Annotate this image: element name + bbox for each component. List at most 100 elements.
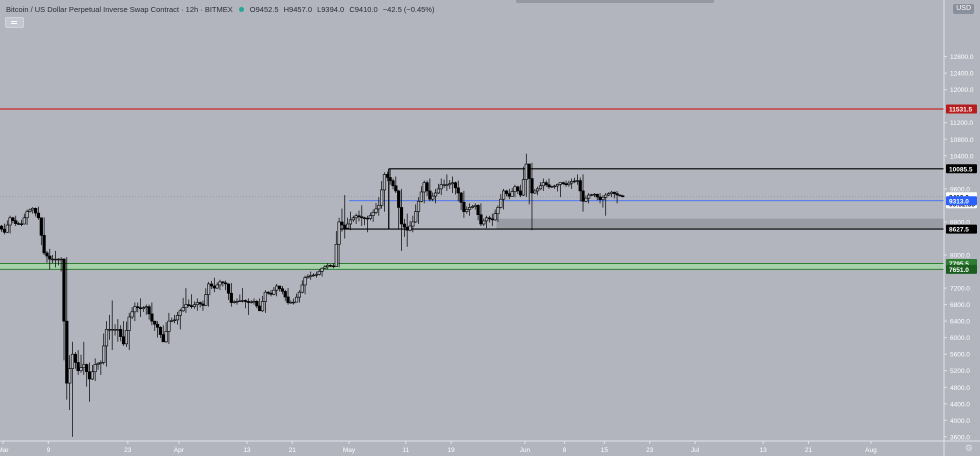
candle-body <box>201 303 205 306</box>
candle-body <box>399 207 404 225</box>
y-tick-label: 5200.0 <box>950 368 970 375</box>
candle-body <box>442 184 446 186</box>
candle-body <box>192 304 197 307</box>
candle-body <box>382 174 387 191</box>
candle-body <box>65 320 69 384</box>
candle-body <box>87 371 92 380</box>
candle-body <box>428 190 432 200</box>
candle-body <box>263 291 267 302</box>
x-tick-label: 21 <box>805 447 813 454</box>
candle-body <box>504 190 509 194</box>
symbol-title[interactable]: Bitcoin / US Dollar Perpetual Inverse Sw… <box>6 5 233 14</box>
candle-body <box>277 285 282 289</box>
candle-body <box>53 258 58 261</box>
candle-body <box>331 265 336 268</box>
candle-body <box>8 217 12 226</box>
market-status-icon <box>238 7 244 12</box>
candle-body <box>595 193 599 198</box>
candle-body <box>161 334 165 343</box>
candle-body <box>164 331 168 343</box>
candle-body <box>246 301 250 303</box>
candle-body <box>402 223 406 228</box>
candle-body <box>187 304 191 306</box>
candle-body <box>391 180 395 187</box>
y-tick-label: 12400.0 <box>950 71 974 78</box>
candle-body <box>229 292 233 303</box>
candle-body <box>34 207 38 214</box>
candle-body <box>124 330 129 345</box>
candle-body <box>286 296 290 303</box>
high-value: H9457.0 <box>283 5 312 14</box>
currency-button[interactable]: USD <box>953 4 974 14</box>
candle-body <box>11 217 15 221</box>
candle-body <box>99 362 103 364</box>
gear-icon[interactable]: ⚙ <box>964 443 973 453</box>
candle-body <box>28 209 32 212</box>
candle-body <box>360 216 364 219</box>
candle-body <box>601 197 605 200</box>
candle-body <box>269 292 273 295</box>
candle-body <box>490 218 494 221</box>
x-tick-label: Jul <box>691 447 700 454</box>
candle-body <box>348 219 353 225</box>
candle-body <box>340 221 344 226</box>
candle-body <box>255 300 259 307</box>
candle-body <box>238 300 242 302</box>
candle-body <box>309 275 313 277</box>
candle-body <box>275 285 279 291</box>
candle-body <box>385 174 389 178</box>
candle-body <box>113 329 117 331</box>
candle-body <box>314 274 319 276</box>
candle-body <box>388 177 392 181</box>
x-tick-label: Jun <box>520 447 531 454</box>
candle-body <box>453 182 458 189</box>
candle-body <box>377 205 381 210</box>
candle-body <box>82 364 86 368</box>
y-tick-label: 4000.0 <box>950 418 970 425</box>
candle-body <box>555 184 560 187</box>
candle-body <box>224 282 228 285</box>
candle-body <box>243 300 248 302</box>
candle-body <box>445 184 449 186</box>
candle-body <box>249 301 253 304</box>
candle-body <box>536 188 540 192</box>
candle-body <box>62 258 66 322</box>
candle-body <box>167 320 171 332</box>
candle-body <box>175 315 180 321</box>
candle-body <box>575 180 579 182</box>
candle-body <box>598 196 602 200</box>
x-tick-label: 23 <box>646 447 654 454</box>
candle-body <box>507 193 511 197</box>
gray-zone <box>496 218 944 230</box>
x-tick-label: Aug <box>865 447 877 454</box>
x-tick-label: May <box>343 447 356 454</box>
y-tick-label: 8000.0 <box>950 253 970 260</box>
candle-body <box>357 215 361 218</box>
y-tick-label: 10800.0 <box>950 137 974 144</box>
candle-body <box>5 224 9 233</box>
x-tick-label: 9 <box>47 447 51 454</box>
collapse-legend-button[interactable] <box>5 17 24 28</box>
candle-body <box>141 307 146 310</box>
candle-body <box>178 310 182 316</box>
candle-body <box>107 329 111 331</box>
y-tick-label: 8800.0 <box>950 219 970 226</box>
top-drag-handle[interactable] <box>516 0 714 3</box>
x-tick-label: 23 <box>124 447 132 454</box>
candle-body <box>473 205 477 207</box>
candle-body <box>499 198 503 208</box>
candle-body <box>226 283 231 294</box>
candle-body <box>56 258 60 261</box>
candle-body <box>544 182 548 186</box>
candle-body <box>204 294 208 306</box>
candle-body <box>153 320 157 325</box>
candle-body <box>584 197 588 202</box>
candle-body <box>102 345 106 363</box>
candle-body <box>533 190 537 194</box>
candle-body <box>570 181 574 184</box>
y-tick-label: 5600.0 <box>950 352 970 359</box>
price-label-box <box>946 264 977 274</box>
price-label-box <box>946 104 977 114</box>
candle-body <box>411 221 415 227</box>
